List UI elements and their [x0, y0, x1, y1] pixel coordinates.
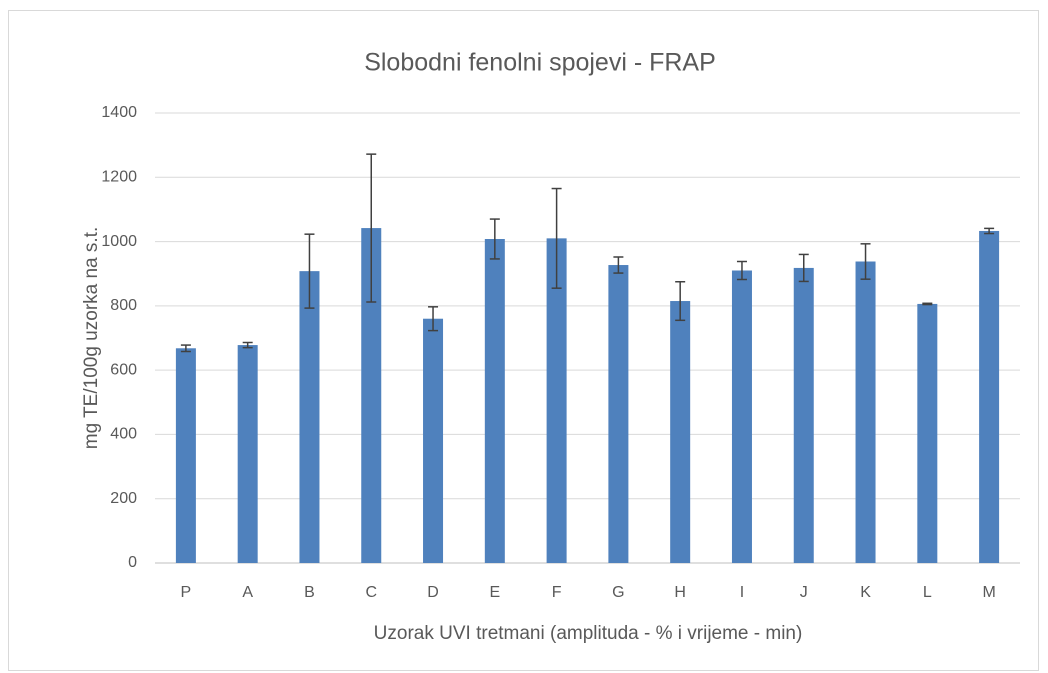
error-bar: [798, 253, 809, 283]
y-tick-label: 200: [110, 490, 137, 507]
error-bar: [180, 344, 191, 353]
bar: [608, 265, 629, 563]
bar: [299, 271, 320, 563]
x-tick-label: D: [427, 584, 439, 601]
x-tick-label: K: [860, 584, 871, 601]
bar: [484, 239, 505, 563]
x-tick-label: L: [923, 584, 932, 601]
y-tick-label: 1200: [101, 169, 137, 186]
y-tick-label: 600: [110, 361, 137, 378]
x-tick-label: C: [365, 584, 377, 601]
bar: [917, 303, 938, 563]
bar: [793, 267, 814, 563]
bar: [731, 270, 752, 563]
y-tick-label: 800: [110, 297, 137, 314]
error-bar: [428, 306, 439, 332]
x-tick-label: H: [674, 584, 686, 601]
bar: [175, 348, 196, 563]
error-bar: [242, 341, 253, 349]
y-tick-label: 0: [128, 554, 137, 571]
x-tick-label: M: [982, 584, 995, 601]
error-bar: [366, 153, 377, 303]
bar: [855, 261, 876, 563]
bar: [979, 230, 1000, 563]
y-tick-label: 400: [110, 426, 137, 443]
x-tick-label: A: [242, 584, 253, 601]
bar: [361, 228, 382, 564]
chart-border: [8, 10, 1039, 671]
error-bar: [613, 256, 624, 274]
x-tick-label: G: [612, 584, 624, 601]
x-tick-label: B: [304, 584, 315, 601]
error-bar: [304, 233, 315, 309]
error-bar: [860, 243, 871, 280]
x-tick-label: F: [552, 584, 562, 601]
error-bar: [922, 302, 933, 306]
bar: [237, 345, 258, 563]
x-tick-label: J: [800, 584, 808, 601]
bar: [670, 301, 691, 563]
error-bar: [675, 281, 686, 322]
y-axis-label: mg TE/100g uzorka na s.t.: [81, 227, 102, 450]
error-bar: [489, 218, 500, 260]
error-bar: [551, 187, 562, 289]
y-tick-label: 1000: [101, 233, 137, 250]
x-tick-label: P: [181, 584, 192, 601]
y-tick-label: 1400: [101, 104, 137, 121]
error-bar: [736, 260, 747, 281]
chart-title: Slobodni fenolni spojevi - FRAP: [364, 49, 716, 77]
bar: [423, 318, 444, 563]
x-axis-label: Uzorak UVI tretmani (amplituda - % i vri…: [374, 623, 803, 644]
bar: [546, 238, 567, 563]
x-tick-label: I: [740, 584, 744, 601]
x-tick-label: E: [489, 584, 500, 601]
error-bar: [984, 227, 995, 235]
